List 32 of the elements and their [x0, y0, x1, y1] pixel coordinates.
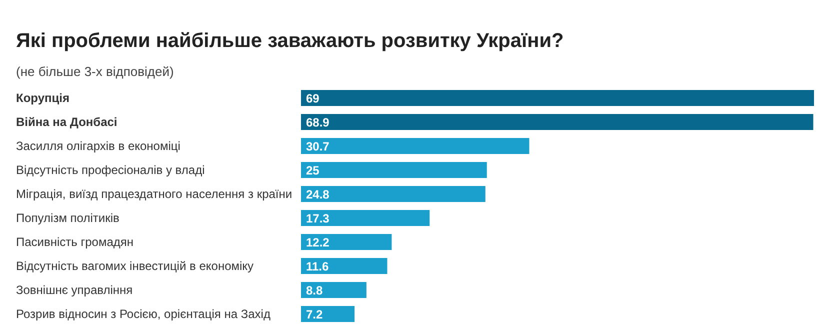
data-label: 24.8	[306, 187, 330, 202]
chart-title: Які проблеми найбільше заважають розвитку України?	[15, 29, 565, 54]
data-label: 12.2	[306, 235, 330, 250]
y-tick-label: Зовнішнє управління	[16, 283, 133, 297]
data-label: 69	[306, 91, 320, 106]
bar	[301, 282, 366, 298]
y-tick-label: Відсутність професіоналів у владі	[16, 163, 205, 177]
y-tick-label: Пасивність громадян	[16, 235, 134, 249]
y-tick-label: Популізм політиків	[16, 211, 120, 225]
bar	[301, 306, 355, 322]
bar	[301, 186, 486, 202]
bar	[301, 90, 814, 106]
data-label: 11.6	[306, 259, 330, 274]
data-label: 17.3	[306, 211, 330, 226]
y-tick-label: Міграція, виїзд працездатного населення з країни	[16, 187, 292, 201]
y-tick-label: Корупція	[16, 91, 70, 105]
bar	[301, 210, 430, 226]
bar	[301, 138, 530, 154]
bar	[301, 258, 388, 274]
y-tick-label: Війна на Донбасі	[16, 115, 118, 129]
data-label: 68.9	[306, 115, 330, 130]
bar	[301, 234, 392, 250]
text: (не більше 3-х відповідей)	[15, 63, 175, 81]
y-tick-label: Розрив відносин з Росією, орієнтація на Захід	[16, 307, 270, 321]
data-label: 30.7	[306, 139, 330, 154]
bar	[301, 162, 487, 178]
data-label: 7.2	[306, 307, 324, 322]
data-label: 25	[306, 163, 320, 178]
y-tick-label: Відсутність вагомих інвестицій в економіку	[16, 259, 254, 273]
y-tick-label: Засилля олігархів в економіці	[16, 139, 180, 153]
bar	[301, 114, 814, 130]
data-label: 8.8	[306, 283, 324, 298]
